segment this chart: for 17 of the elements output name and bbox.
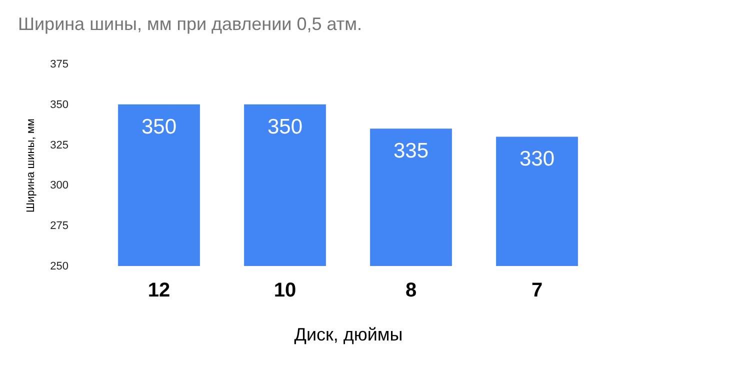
x-axis-title: Диск, дюймы <box>294 324 403 344</box>
data-label: 330 <box>519 148 555 171</box>
chart-title: Ширина шины, мм при давлении 0,5 атм. <box>18 14 362 34</box>
y-tick-label: 300 <box>50 180 68 192</box>
x-tick-label: 7 <box>531 280 543 302</box>
data-label: 350 <box>267 115 303 138</box>
x-tick-label: 12 <box>148 280 170 302</box>
data-label: 350 <box>141 115 177 138</box>
x-tick-label: 10 <box>274 280 296 302</box>
x-tick-label: 8 <box>405 280 417 302</box>
y-tick-label: 375 <box>50 58 68 70</box>
data-label: 335 <box>393 140 429 163</box>
y-axis-title: Ширина шины, мм <box>25 118 38 212</box>
y-tick-label: 275 <box>50 220 68 232</box>
y-tick-label: 325 <box>50 139 68 152</box>
y-tick-label: 250 <box>50 260 68 272</box>
y-tick-label: 350 <box>50 98 68 111</box>
